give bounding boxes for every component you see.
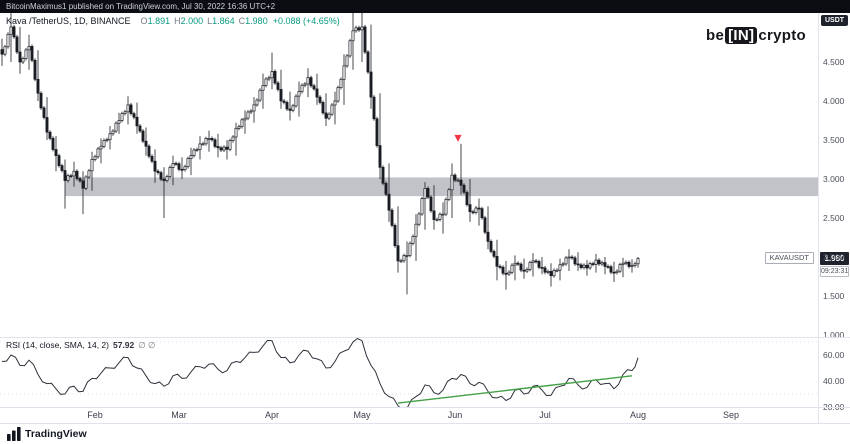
rsi-extra-values: ∅ ∅: [138, 340, 156, 350]
rsi-legend: RSI (14, close, SMA, 14, 2) 57.92 ∅ ∅: [6, 340, 155, 351]
resistance-zone[interactable]: [65, 177, 818, 197]
time-tick-jul: Jul: [539, 410, 551, 420]
price-tick: 4.000: [823, 96, 845, 106]
price-tick: 1.500: [823, 291, 845, 301]
beincrypto-logo-icon: [IN]: [725, 27, 758, 44]
time-axis-separator: [0, 407, 850, 408]
candles: [0, 26, 640, 277]
rsi-tick: 40.00: [823, 376, 845, 386]
symbol-legend: Kava /TetherUS, 1D, BINANCE O1.891 H2.000 L…: [6, 16, 340, 26]
price-chart-canvas[interactable]: [0, 13, 818, 338]
price-tick: 3.500: [823, 135, 845, 145]
open-label: O: [140, 16, 148, 26]
rsi-value: 57.92: [112, 340, 135, 350]
pane-separator[interactable]: [0, 337, 850, 338]
price-scale[interactable]: USDT 1.980 09:23:31 4.500 4.000 3.500 3.000…: [818, 13, 850, 424]
rsi-trendline[interactable]: [397, 375, 633, 404]
last-price-label: 1.980: [820, 252, 849, 265]
bar-countdown-label: 09:23:31: [820, 266, 849, 277]
tradingview-logo-icon: [7, 427, 21, 441]
high-value: 2.000: [180, 16, 204, 26]
price-tick: 3.000: [823, 174, 845, 184]
high-label: H: [174, 16, 181, 26]
low-label: L: [207, 16, 213, 26]
tradingview-wordmark: TradingView: [25, 428, 87, 440]
time-tick-mar: Mar: [171, 410, 187, 420]
time-tick-aug: Aug: [629, 410, 646, 420]
open-value: 1.891: [147, 16, 171, 26]
currency-badge: USDT: [821, 15, 848, 26]
publish-text: BitcoinMaximus1 published on TradingView…: [6, 2, 276, 11]
low-value: 1.864: [212, 16, 235, 26]
price-line-symbol-label: KAVAUSDT: [764, 252, 814, 264]
close-label: C: [238, 16, 246, 26]
rsi-line: [1, 338, 639, 407]
beincrypto-logo-post: crypto: [758, 27, 806, 44]
change-value: +0.088 (+4.65%): [272, 16, 340, 26]
footer-separator: [0, 423, 850, 424]
price-tick: 2.000: [823, 252, 845, 262]
time-tick-jun: Jun: [447, 410, 463, 420]
symbol-title[interactable]: Kava /TetherUS, 1D, BINANCE: [6, 16, 131, 26]
close-value: 1.980: [245, 16, 268, 26]
price-pane[interactable]: Kava /TetherUS, 1D, BINANCE O1.891 H2.000 L…: [0, 13, 818, 338]
time-tick-may: May: [353, 410, 371, 420]
tradingview-logo[interactable]: TradingView: [7, 427, 87, 441]
price-tick: 1.000: [823, 330, 845, 340]
footer-bar: TradingView: [0, 424, 850, 444]
time-tick-sep: Sep: [722, 410, 739, 420]
rsi-title[interactable]: RSI (14, close, SMA, 14, 2): [6, 340, 109, 350]
time-tick-feb: Feb: [87, 410, 103, 420]
sell-marker-icon: [454, 134, 462, 142]
rsi-pane[interactable]: RSI (14, close, SMA, 14, 2) 57.92 ∅ ∅: [0, 338, 818, 407]
publish-bar: BitcoinMaximus1 published on TradingView…: [0, 0, 850, 13]
price-tick: 4.500: [823, 57, 845, 67]
price-tick: 2.500: [823, 213, 845, 223]
time-axis[interactable]: Feb Mar Apr May Jun Jul Aug Sep: [0, 408, 818, 423]
rsi-tick: 60.00: [823, 350, 845, 360]
beincrypto-logo-pre: be: [706, 27, 725, 44]
rsi-chart-canvas[interactable]: [0, 338, 818, 407]
time-tick-apr: Apr: [264, 410, 279, 420]
beincrypto-logo: be [IN] crypto: [706, 27, 806, 44]
